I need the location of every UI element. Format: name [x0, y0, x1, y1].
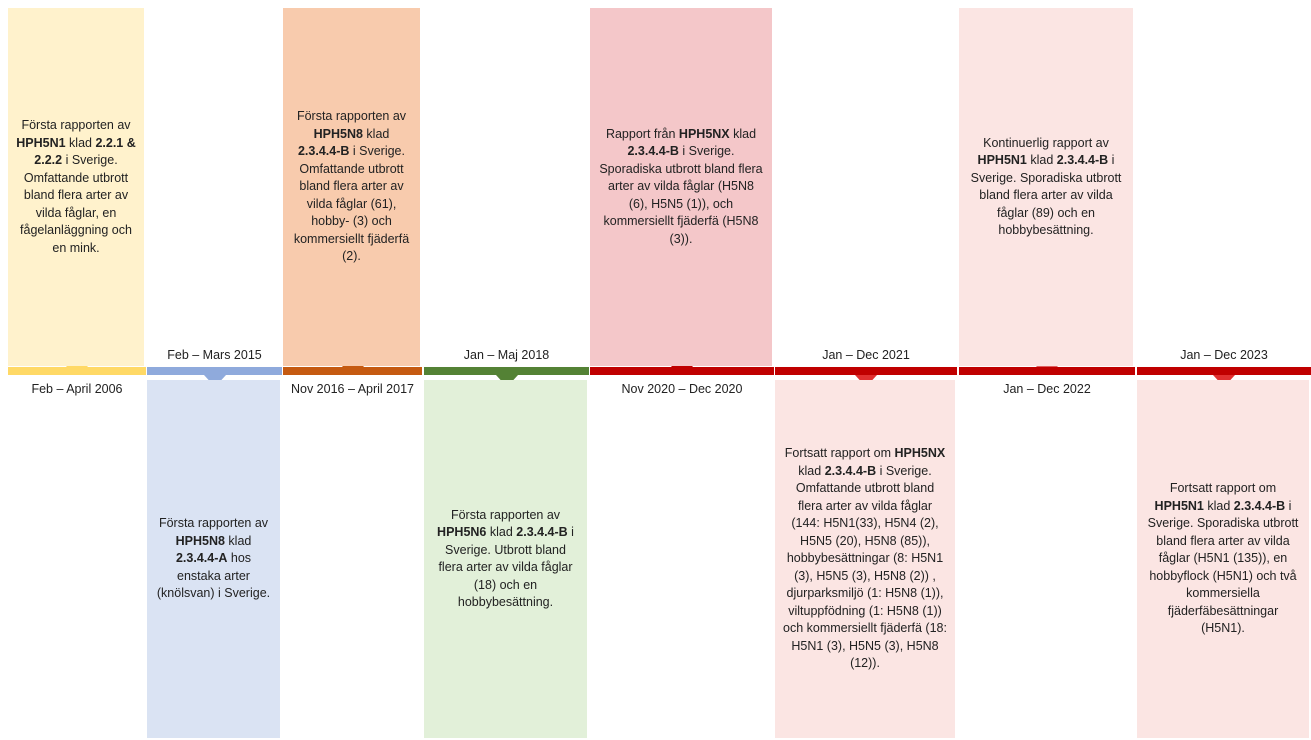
event-text: Fortsatt rapport om HPH5NX klad 2.3.4.4-…: [783, 445, 947, 673]
event-date: Nov 2016 – April 2017: [290, 382, 414, 396]
event-text-run: 2.3.4.4-B: [1233, 498, 1286, 513]
event-date: Feb – Mars 2015: [167, 348, 262, 362]
event-text: Första rapporten av HPH5N8 klad 2.3.4.4-…: [291, 108, 412, 266]
event-box: Första rapporten av HPH5N1 klad 2.2.1 & …: [8, 8, 144, 366]
event-text-run: 2.3.4.4-B: [1056, 153, 1109, 167]
timeline-segment: [590, 367, 774, 375]
event-text: Kontinuerlig rapport av HPH5N1 klad 2.3.…: [967, 135, 1125, 240]
event-text-run: HPH5N8: [175, 533, 225, 548]
event-text-run: HPH5N1: [16, 135, 66, 150]
event-box: Rapport från HPH5NX klad 2.3.4.4-B i Sve…: [590, 8, 772, 366]
event-text-run: HPH5N8: [313, 126, 363, 141]
event-text-run: klad: [65, 135, 96, 150]
event-text-run: i Sverige. Utbrott bland flera arter av …: [438, 525, 574, 609]
event-date: Nov 2020 – Dec 2020: [621, 382, 743, 396]
event-text-run: hos enstaka arter (knölsvan) i Sverige.: [156, 551, 271, 601]
event-text-run: klad: [1203, 498, 1234, 513]
event-text: Första rapporten av HPH5N8 klad 2.3.4.4-…: [155, 515, 272, 603]
event-text-run: Första rapporten av: [158, 516, 269, 531]
event-text-run: Första rapporten av: [450, 507, 561, 522]
event-box: Fortsatt rapport om HPH5NX klad 2.3.4.4-…: [775, 380, 955, 738]
event-date: Jan – Dec 2021: [822, 348, 910, 362]
timeline-segment: [8, 367, 146, 375]
event-date: Jan – Maj 2018: [463, 348, 550, 362]
event-text-run: HPH5N1: [977, 153, 1027, 167]
event-box: Fortsatt rapport om HPH5N1 klad 2.3.4.4-…: [1137, 380, 1309, 738]
event-text-run: klad: [729, 126, 757, 141]
event-text: Första rapporten av HPH5N1 klad 2.2.1 & …: [16, 117, 136, 257]
event-text-run: i Sverige. Omfattande utbrott bland fler…: [293, 144, 410, 264]
event-box: Första rapporten av HPH5N8 klad 2.3.4.4-…: [147, 380, 280, 738]
event-box: Första rapporten av HPH5N6 klad 2.3.4.4-…: [424, 380, 587, 738]
event-text-run: Första rapporten av: [296, 109, 407, 124]
event-text-run: Första rapporten av: [21, 118, 131, 132]
event-text: Första rapporten av HPH5N6 klad 2.3.4.4-…: [432, 507, 579, 612]
event-text: Rapport från HPH5NX klad 2.3.4.4-B i Sve…: [598, 126, 764, 249]
event-text-run: i Sverige. Sporadiska utbrott bland fler…: [599, 144, 763, 246]
event-box: Första rapporten av HPH5N8 klad 2.3.4.4-…: [283, 8, 420, 366]
event-text-run: 2.3.4.4-B: [627, 144, 679, 159]
event-text-run: 2.3.4.4-B: [516, 525, 568, 539]
event-text-run: i Sverige. Omfattande utbrott bland fler…: [20, 153, 132, 255]
event-text-run: HPH5N1: [1154, 498, 1204, 513]
event-text-run: i Sverige. Sporadiska utbrott bland fler…: [1147, 498, 1299, 636]
event-text-run: Kontinuerlig rapport av: [983, 135, 1109, 150]
event-text-run: klad: [224, 533, 252, 548]
timeline-segment: [775, 367, 957, 375]
event-text-run: HPH5NX: [678, 126, 730, 141]
event-text-run: HPH5NX: [894, 446, 946, 461]
event-date: Jan – Dec 2023: [1180, 348, 1268, 362]
event-date: Feb – April 2006: [31, 382, 123, 396]
timeline-segment: [424, 367, 589, 375]
timeline-segment: [1137, 367, 1311, 375]
event-date: Jan – Dec 2022: [1003, 382, 1091, 396]
timeline-segment: [147, 367, 282, 375]
event-text-run: HPH5N6: [437, 525, 487, 539]
event-text-run: 2.2.1 & 2.2.2: [34, 135, 136, 168]
event-text-run: klad: [1026, 153, 1057, 167]
event-text-run: Rapport från: [605, 126, 679, 141]
event-text: Fortsatt rapport om HPH5N1 klad 2.3.4.4-…: [1145, 480, 1301, 638]
event-text-run: Fortsatt rapport om: [784, 446, 895, 461]
timeline-segment: [283, 367, 422, 375]
event-text-run: i Sverige. Sporadiska utbrott bland fler…: [970, 153, 1122, 237]
event-text-run: klad: [362, 126, 390, 141]
event-text-run: i Sverige. Omfattande utbrott bland fler…: [783, 463, 947, 671]
event-text-run: Fortsatt rapport om: [1169, 481, 1277, 496]
event-text-run: 2.3.4.4-A: [175, 551, 228, 566]
event-box: Kontinuerlig rapport av HPH5N1 klad 2.3.…: [959, 8, 1133, 366]
event-text-run: 2.3.4.4-B: [297, 144, 350, 159]
timeline-segment: [959, 367, 1135, 375]
event-text-run: klad: [798, 463, 825, 478]
event-text-run: 2.3.4.4-B: [824, 463, 877, 478]
event-text-run: klad: [486, 525, 517, 539]
